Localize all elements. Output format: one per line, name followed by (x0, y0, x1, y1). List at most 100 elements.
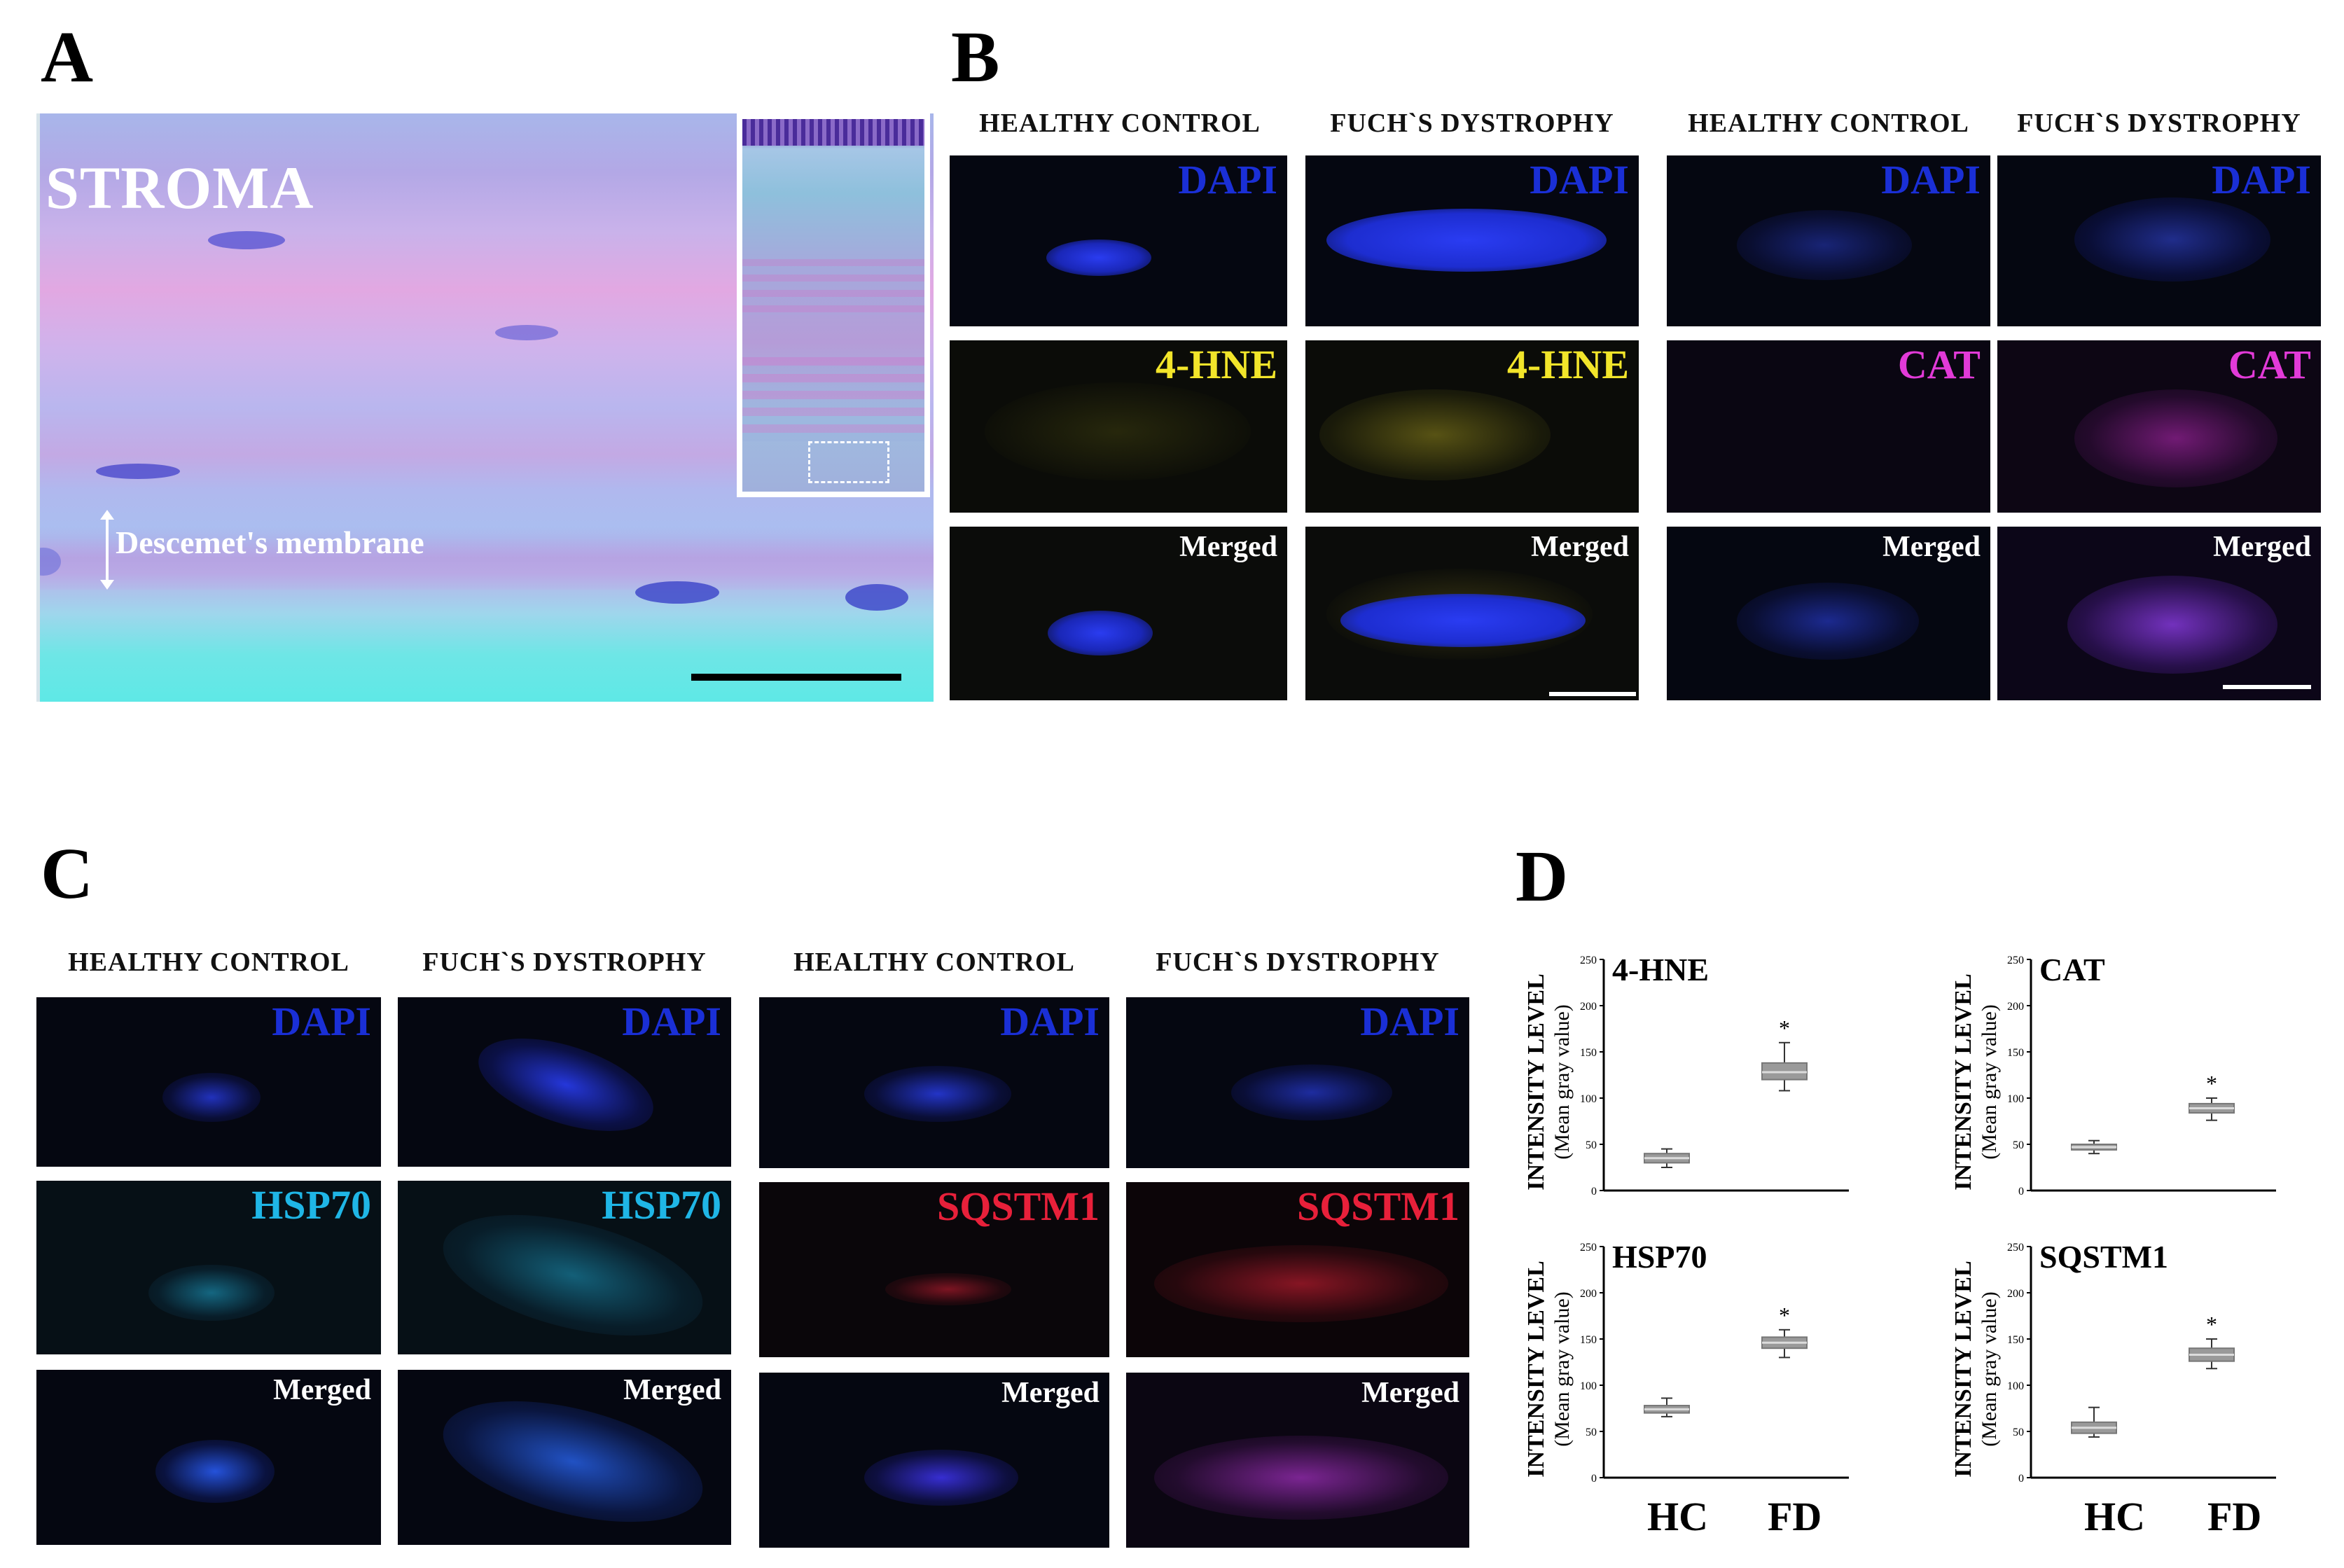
b-header-fuchs-2: FUCH`S DYSTROPHY (2017, 109, 2301, 138)
y-tick-label: 150 (1580, 1334, 1597, 1346)
y-axis-label: INTENSITY LEVEL (1523, 1261, 1549, 1478)
b-tile-merged-hc-2: Merged (1667, 527, 1990, 700)
x-category-fd-1: FD (1768, 1494, 1822, 1539)
chart-title: CAT (2039, 952, 2105, 987)
y-axis-label: INTENSITY LEVEL (1950, 973, 1976, 1191)
chart-hsp70: INTENSITY LEVEL (Mean gray value) 0 50 100 15… (1520, 1226, 1856, 1492)
y-axis-sublabel: (Mean gray value) (1978, 1004, 2001, 1160)
b-label-hne: 4-HNE (1156, 342, 1277, 387)
significance-marker: * (1779, 1015, 1790, 1041)
scale-bar-a (691, 674, 901, 681)
c-label-sqstm1: SQSTM1 (936, 1184, 1100, 1229)
descemet-label: Descemet's membrane (116, 525, 424, 560)
y-tick-label: 100 (2007, 1093, 2024, 1105)
c-tile-dapi-fd-2: DAPI (1126, 997, 1469, 1168)
scale-bar-b2 (2223, 685, 2311, 689)
c-tile-hsp70-hc: HSP70 (36, 1181, 381, 1354)
c-label-merged: Merged (1361, 1377, 1459, 1409)
y-tick-label: 200 (2007, 1288, 2024, 1300)
y-tick-label: 0 (1591, 1186, 1597, 1198)
x-category-hc-1: HC (1647, 1494, 1708, 1539)
b-label-merged: Merged (1179, 531, 1277, 563)
chart-sqstm1: INTENSITY LEVEL (Mean gray value) 0 50 100 15… (1947, 1226, 2283, 1492)
b-label-dapi: DAPI (1178, 157, 1277, 202)
y-tick-label: 0 (2018, 1473, 2024, 1485)
c-label-dapi: DAPI (272, 999, 371, 1044)
c-tile-merged-fd-1: Merged (398, 1370, 731, 1545)
chart-cat: INTENSITY LEVEL (Mean gray value) 0 50 100 15… (1947, 938, 2283, 1205)
y-axis-sublabel: (Mean gray value) (1551, 1291, 1574, 1447)
c-label-dapi: DAPI (622, 999, 721, 1044)
c-label-merged: Merged (623, 1374, 721, 1406)
c-tile-dapi-fd-1: DAPI (398, 997, 731, 1167)
x-category-hc-2: HC (2084, 1494, 2145, 1539)
y-tick-label: 150 (1580, 1047, 1597, 1059)
b-label-hne: 4-HNE (1507, 342, 1629, 387)
y-tick-label: 50 (2013, 1139, 2024, 1151)
b-tile-merged-fd-2: Merged (1997, 527, 2321, 700)
c-tile-merged-hc-1: Merged (36, 1370, 381, 1545)
y-tick-label: 50 (1586, 1427, 1597, 1438)
chart-title: 4-HNE (1612, 952, 1709, 987)
c-label-sqstm1: SQSTM1 (1296, 1184, 1459, 1229)
b-tile-merged-hc-1: Merged (950, 527, 1287, 700)
b-label-cat: CAT (2228, 342, 2311, 387)
y-tick-label: 0 (2018, 1186, 2024, 1198)
b-label-dapi: DAPI (1881, 157, 1981, 202)
y-tick-label: 250 (1580, 955, 1597, 966)
y-tick-label: 200 (1580, 1288, 1597, 1300)
b-label-merged: Merged (1882, 531, 1981, 563)
y-axis-label: INTENSITY LEVEL (1950, 1261, 1976, 1478)
c-header-healthy-2: HEALTHY CONTROL (793, 948, 1075, 977)
b-tile-hne-hc: 4-HNE (950, 340, 1287, 513)
scale-bar-b1 (1549, 692, 1636, 696)
y-axis-sublabel: (Mean gray value) (1551, 1004, 1574, 1160)
chart-4hne: INTENSITY LEVEL (Mean gray value) 0 50 100 15… (1520, 938, 1856, 1205)
c-label-hsp70: HSP70 (602, 1182, 721, 1228)
c-label-merged: Merged (1001, 1377, 1100, 1409)
b-label-merged: Merged (1531, 531, 1629, 563)
b-header-healthy-1: HEALTHY CONTROL (979, 109, 1261, 138)
y-tick-label: 250 (1580, 1242, 1597, 1254)
chart-title: HSP70 (1612, 1239, 1707, 1275)
b-tile-dapi-hc-1: DAPI (950, 155, 1287, 326)
c-tile-dapi-hc-2: DAPI (759, 997, 1109, 1168)
b-tile-dapi-fd-1: DAPI (1305, 155, 1639, 326)
b-header-healthy-2: HEALTHY CONTROL (1688, 109, 1969, 138)
b-tile-hne-fd: 4-HNE (1305, 340, 1639, 513)
c-tile-sqstm1-fd: SQSTM1 (1126, 1182, 1469, 1357)
c-tile-dapi-hc-1: DAPI (36, 997, 381, 1167)
y-tick-label: 200 (1580, 1001, 1597, 1013)
y-axis-sublabel: (Mean gray value) (1978, 1291, 2001, 1447)
panel-a-letter: A (41, 17, 94, 97)
b-header-fuchs-1: FUCH`S DYSTROPHY (1330, 109, 1614, 138)
b-tile-cat-hc: CAT (1667, 340, 1990, 513)
c-header-fuchs-1: FUCH`S DYSTROPHY (422, 948, 707, 977)
stroma-label: STROMA (46, 154, 314, 221)
y-tick-label: 0 (1591, 1473, 1597, 1485)
b-label-merged: Merged (2213, 531, 2311, 563)
c-header-healthy-1: HEALTHY CONTROL (68, 948, 349, 977)
b-label-dapi: DAPI (2212, 157, 2311, 202)
y-tick-label: 50 (2013, 1427, 2024, 1438)
c-label-dapi: DAPI (1000, 999, 1100, 1044)
chart-title: SQSTM1 (2039, 1239, 2168, 1275)
y-tick-label: 250 (2007, 955, 2024, 966)
panel-c-letter: C (41, 833, 94, 914)
y-tick-label: 100 (1580, 1380, 1597, 1392)
c-label-hsp70: HSP70 (251, 1182, 371, 1228)
x-category-fd-2: FD (2207, 1494, 2262, 1539)
y-tick-label: 200 (2007, 1001, 2024, 1013)
y-tick-label: 100 (1580, 1093, 1597, 1105)
panel-b-letter: B (951, 17, 1000, 97)
inset-roi-box (808, 441, 889, 483)
b-tile-cat-fd: CAT (1997, 340, 2321, 513)
descemet-arrow (106, 514, 109, 584)
c-label-dapi: DAPI (1360, 999, 1459, 1044)
b-label-cat: CAT (1897, 342, 1981, 387)
y-tick-label: 100 (2007, 1380, 2024, 1392)
c-tile-merged-fd-2: Merged (1126, 1373, 1469, 1548)
b-tile-merged-fd-1: Merged (1305, 527, 1639, 700)
panel-d-letter: D (1516, 836, 1569, 917)
c-tile-sqstm1-hc: SQSTM1 (759, 1182, 1109, 1357)
